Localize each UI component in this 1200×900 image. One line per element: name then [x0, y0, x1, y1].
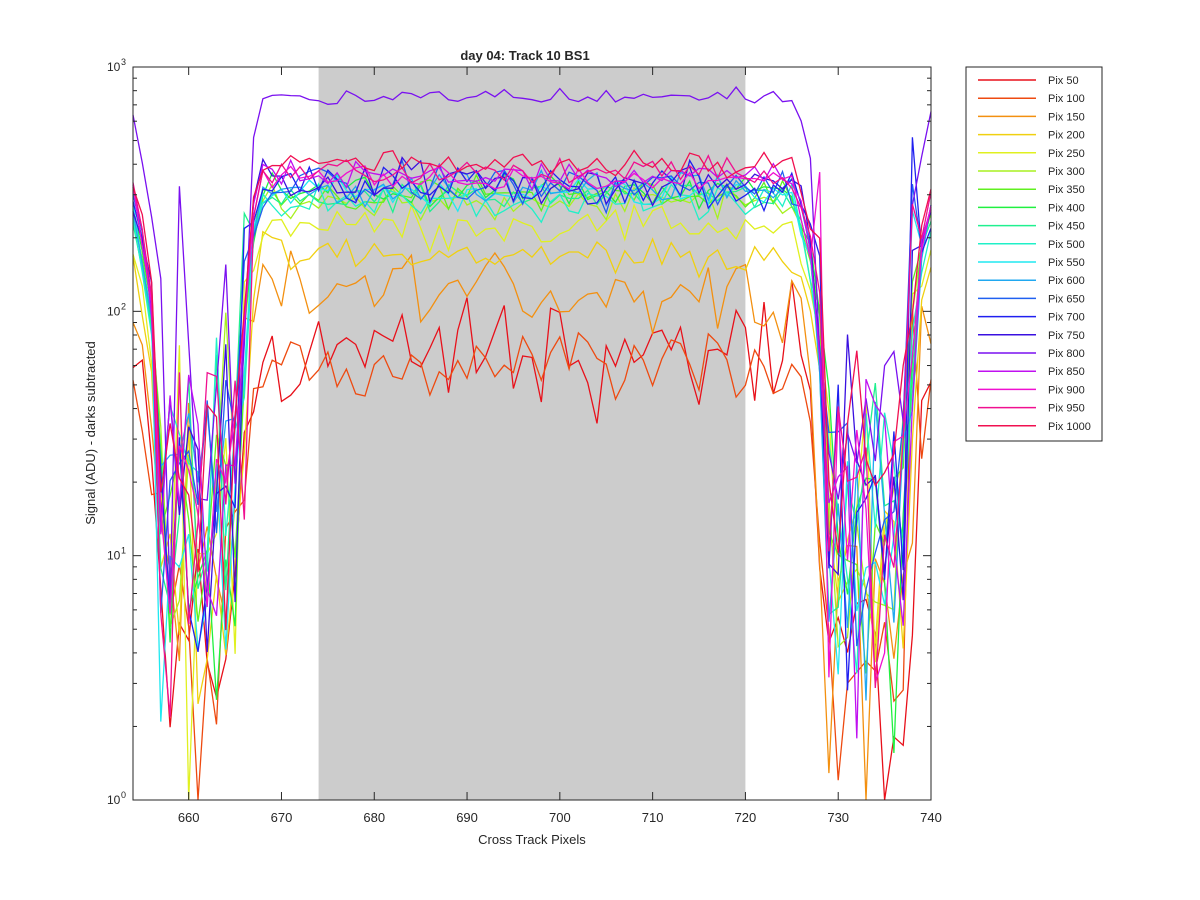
x-tick-label: 710 — [642, 810, 664, 825]
legend-label: Pix 700 — [1048, 312, 1085, 324]
legend-label: Pix 350 — [1048, 184, 1085, 196]
legend-label: Pix 900 — [1048, 384, 1085, 396]
legend-label: Pix 550 — [1048, 257, 1085, 269]
legend-label: Pix 150 — [1048, 111, 1085, 123]
series-line-pix-500 — [132, 178, 932, 674]
y-tick-exponent: 0 — [121, 790, 126, 800]
legend-label: Pix 50 — [1048, 75, 1079, 87]
legend-label: Pix 1000 — [1048, 421, 1091, 433]
y-tick-exponent: 1 — [121, 546, 126, 556]
x-axis-label: Cross Track Pixels — [478, 832, 586, 847]
series-line-pix-200 — [132, 230, 932, 705]
y-tick-label: 10 — [107, 793, 121, 807]
series-line-pix-250 — [132, 203, 932, 801]
series-line-pix-100 — [132, 309, 932, 801]
legend: Pix 50 Pix 100 Pix 150 Pix 200 Pix 250 Pix 30… — [965, 66, 1103, 442]
legend-label: Pix 200 — [1048, 130, 1085, 142]
x-tick-label: 660 — [178, 810, 200, 825]
series-line-pix-150 — [132, 250, 932, 801]
legend-label: Pix 500 — [1048, 239, 1085, 251]
y-tick-label: 10 — [107, 304, 121, 318]
legend-label: Pix 400 — [1048, 202, 1085, 214]
x-tick-label: 670 — [271, 810, 293, 825]
legend-box — [965, 66, 1103, 442]
legend-label: Pix 850 — [1048, 366, 1085, 378]
legend-label: Pix 300 — [1048, 166, 1085, 178]
y-tick-label: 10 — [107, 60, 121, 74]
series-line-pix-800 — [132, 86, 932, 602]
series-line-pix-850 — [132, 158, 932, 739]
series-line-pix-50 — [132, 280, 932, 801]
x-tick-label: 690 — [456, 810, 478, 825]
x-tick-label: 680 — [363, 810, 385, 825]
legend-label: Pix 450 — [1048, 221, 1085, 233]
legend-label: Pix 800 — [1048, 348, 1085, 360]
axes-box — [132, 66, 932, 801]
legend-label: Pix 750 — [1048, 330, 1085, 342]
legend-label: Pix 650 — [1048, 293, 1085, 305]
legend-label: Pix 600 — [1048, 275, 1085, 287]
legend-label: Pix 100 — [1048, 93, 1085, 105]
x-tick-label: 730 — [827, 810, 849, 825]
y-tick-label: 10 — [107, 549, 121, 563]
x-tick-label: 720 — [735, 810, 757, 825]
legend-label: Pix 250 — [1048, 148, 1085, 160]
y-tick-exponent: 2 — [121, 301, 126, 311]
series-line-pix-900 — [132, 163, 932, 684]
x-tick-label: 740 — [920, 810, 942, 825]
chart-title: day 04: Track 10 BS1 — [460, 48, 589, 63]
y-axis-label: Signal (ADU) - darks subtracted — [83, 341, 98, 525]
y-tick-exponent: 3 — [121, 57, 126, 67]
x-tick-label: 700 — [549, 810, 571, 825]
series-line-pix-1000 — [132, 149, 932, 631]
series-line-pix-950 — [132, 154, 932, 717]
legend-label: Pix 950 — [1048, 403, 1085, 415]
